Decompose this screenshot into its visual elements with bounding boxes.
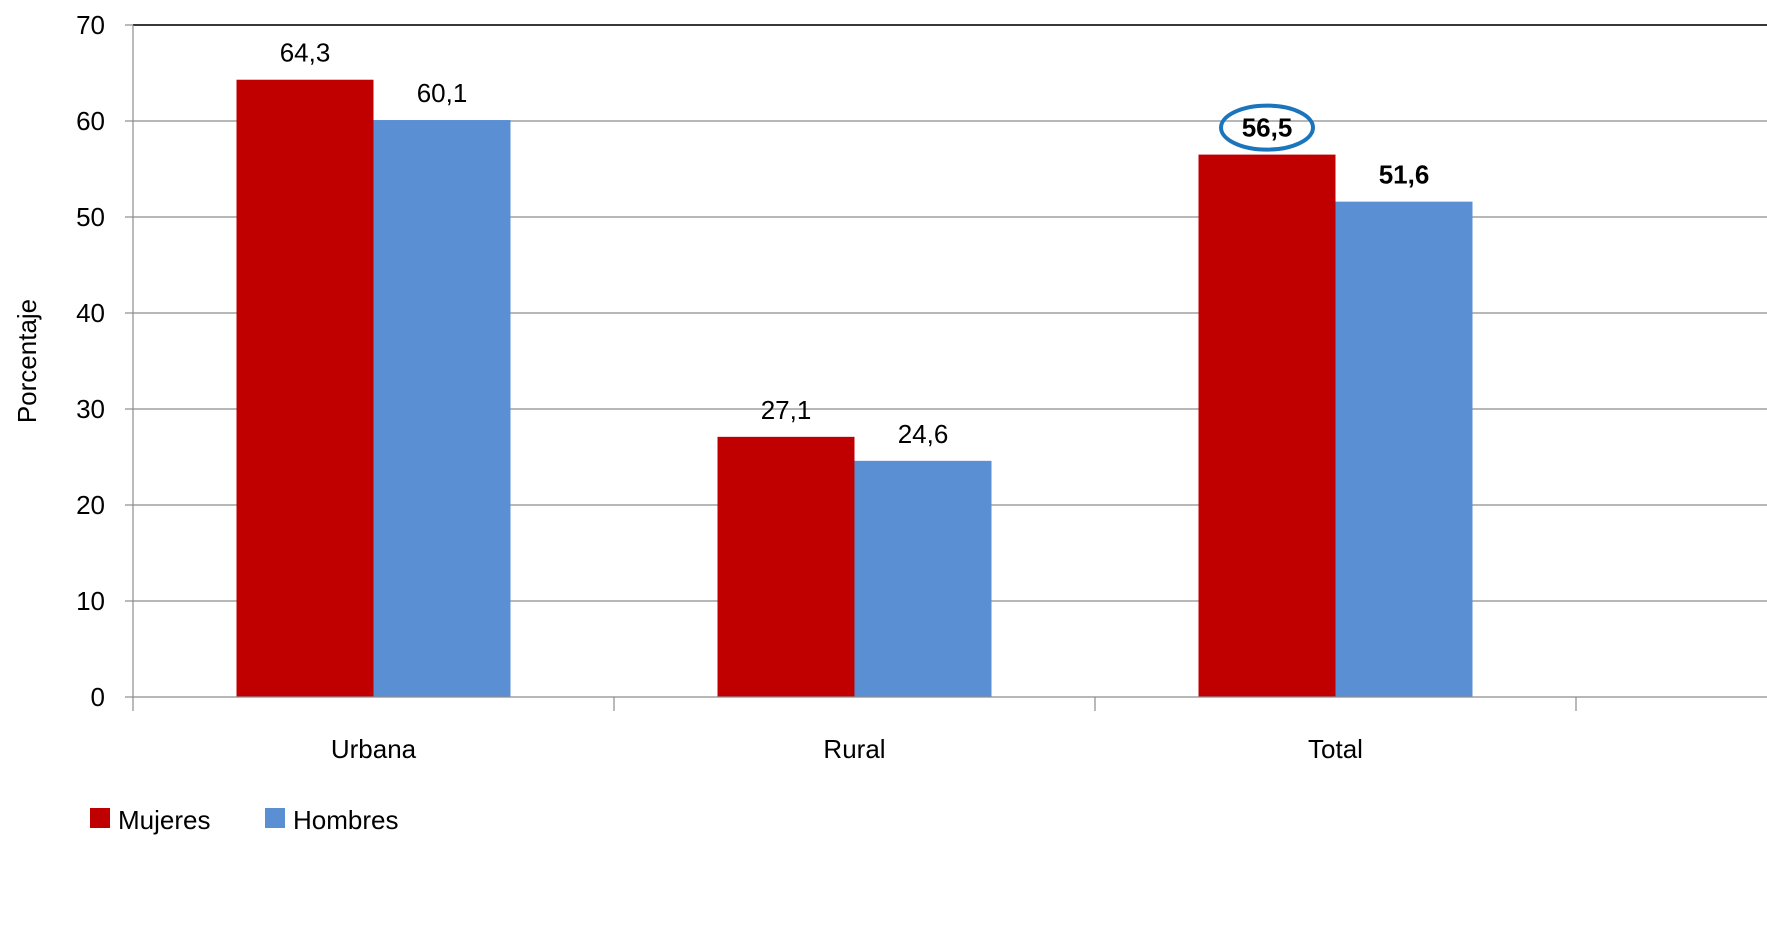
legend-label-hombres: Hombres [293, 805, 398, 835]
data-labels-layer: 64,3 60,1 27,1 24,6 56,5 51,6 [280, 38, 1430, 449]
bar-mujeres-urbana [236, 79, 374, 698]
x-tick-label: Rural [823, 734, 885, 764]
y-tick-label: 60 [76, 106, 105, 136]
bar-hombres-total [1335, 201, 1473, 697]
y-tick-label: 40 [76, 298, 105, 328]
y-tick-label: 20 [76, 490, 105, 520]
data-label: 27,1 [761, 395, 812, 425]
data-label: 60,1 [417, 78, 468, 108]
bar-mujeres-rural [717, 436, 855, 697]
data-label: 24,6 [898, 419, 949, 449]
y-tick-label: 0 [91, 682, 105, 712]
y-axis-title: Porcentaje [12, 299, 42, 423]
legend: Mujeres Hombres [90, 805, 398, 835]
y-tick-label: 50 [76, 202, 105, 232]
data-label: 56,5 [1242, 113, 1293, 143]
legend-swatch-mujeres [90, 808, 110, 828]
x-tick-label: Total [1308, 734, 1363, 764]
bars-layer [236, 79, 1473, 698]
axes-layer: 0 10 20 30 40 50 60 70 Urbana Rural Total [76, 10, 1767, 764]
legend-swatch-hombres [265, 808, 285, 828]
bar-hombres-rural [854, 460, 992, 697]
data-label: 64,3 [280, 38, 331, 68]
y-tick-label: 10 [76, 586, 105, 616]
data-label: 51,6 [1379, 160, 1430, 190]
highlight-ellipse [1219, 103, 1315, 152]
x-tick-label: Urbana [331, 734, 417, 764]
y-tick-label: 70 [76, 10, 105, 40]
y-tick-label: 30 [76, 394, 105, 424]
bar-hombres-urbana [373, 120, 511, 698]
bar-mujeres-total [1198, 154, 1336, 698]
legend-label-mujeres: Mujeres [118, 805, 210, 835]
